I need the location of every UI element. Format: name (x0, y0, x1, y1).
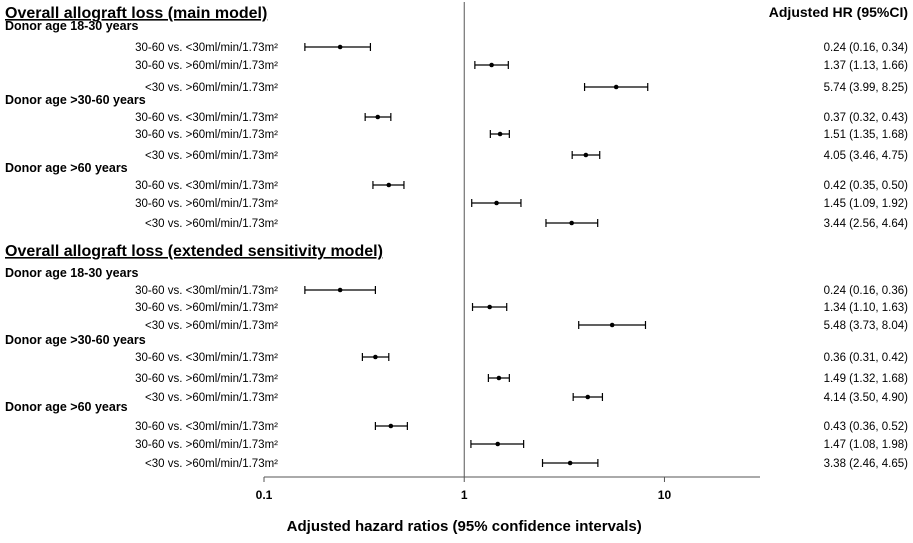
row-label: 30-60 vs. >60ml/min/1.73m² (135, 198, 278, 210)
hr-value-label: 4.05 (3.46, 4.75) (824, 150, 909, 162)
row-label: <30 vs. >60ml/min/1.73m² (145, 218, 278, 230)
row-label: 30-60 vs. <30ml/min/1.73m² (135, 421, 278, 433)
hr-point (388, 423, 394, 429)
row-label: <30 vs. >60ml/min/1.73m² (145, 458, 278, 470)
hr-value-label: 0.24 (0.16, 0.36) (824, 285, 909, 297)
row-label: 30-60 vs. >60ml/min/1.73m² (135, 302, 278, 314)
hr-value-label: 5.74 (3.99, 8.25) (824, 82, 909, 94)
hr-value-label: 1.47 (1.08, 1.98) (824, 439, 909, 451)
row-label: 30-60 vs. <30ml/min/1.73m² (135, 180, 278, 192)
row-label: <30 vs. >60ml/min/1.73m² (145, 150, 278, 162)
hr-point (489, 62, 494, 68)
hr-value-label: 0.37 (0.32, 0.43) (824, 112, 909, 124)
hr-point (373, 354, 378, 360)
hr-value-label: 3.44 (2.56, 4.64) (824, 218, 909, 230)
hr-value-label: 4.14 (3.50, 4.90) (824, 392, 909, 404)
section-title: Overall allograft loss (main model) (5, 5, 267, 22)
row-label: 30-60 vs. <30ml/min/1.73m² (135, 352, 278, 364)
hr-point (613, 84, 619, 90)
group-label: Donor age >60 years (5, 161, 128, 175)
hr-point (497, 131, 503, 137)
hr-value-label: 1.37 (1.13, 1.66) (824, 60, 909, 72)
row-label: 30-60 vs. >60ml/min/1.73m² (135, 373, 278, 385)
row-label: <30 vs. >60ml/min/1.73m² (145, 82, 278, 94)
hr-value-label: 5.48 (3.73, 8.04) (824, 320, 909, 332)
x-tick-label: 10 (658, 488, 672, 502)
group-label: Donor age >30-60 years (5, 333, 146, 347)
hr-point (583, 152, 589, 158)
row-label: <30 vs. >60ml/min/1.73m² (145, 392, 278, 404)
hr-value-label: 1.51 (1.35, 1.68) (824, 129, 909, 141)
section-title: Overall allograft loss (extended sensiti… (5, 243, 383, 260)
row-label: 30-60 vs. <30ml/min/1.73m² (135, 285, 278, 297)
row-label: 30-60 vs. <30ml/min/1.73m² (135, 42, 278, 54)
group-label: Donor age >30-60 years (5, 93, 146, 107)
hr-point (337, 287, 343, 293)
hr-point (567, 460, 573, 466)
hr-point (569, 220, 574, 226)
row-label: 30-60 vs. >60ml/min/1.73m² (135, 129, 278, 141)
row-label: 30-60 vs. <30ml/min/1.73m² (135, 112, 278, 124)
hr-column-header: Adjusted HR (95%CI) (769, 4, 908, 20)
hr-value-label: 1.49 (1.32, 1.68) (824, 373, 909, 385)
hr-point (386, 182, 392, 188)
hr-point (495, 441, 501, 447)
hr-value-label: 0.36 (0.31, 0.42) (824, 352, 909, 364)
group-label: Donor age >60 years (5, 400, 128, 414)
hr-value-label: 0.42 (0.35, 0.50) (824, 180, 909, 192)
hr-point (496, 375, 502, 381)
x-tick-label: 0.1 (256, 488, 273, 502)
x-tick-label: 1 (461, 488, 468, 502)
row-label: <30 vs. >60ml/min/1.73m² (145, 320, 278, 332)
row-label: 30-60 vs. >60ml/min/1.73m² (135, 439, 278, 451)
hr-point (337, 44, 343, 50)
hr-value-label: 1.45 (1.09, 1.92) (824, 198, 909, 210)
hr-value-label: 0.43 (0.36, 0.52) (824, 421, 909, 433)
hr-point (609, 322, 615, 328)
hr-value-label: 3.38 (2.46, 4.65) (824, 458, 909, 470)
hr-value-label: 1.34 (1.10, 1.63) (824, 302, 909, 314)
group-label: Donor age 18-30 years (5, 266, 138, 280)
hr-point (585, 394, 591, 400)
x-axis-title: Adjusted hazard ratios (95% confidence i… (287, 518, 642, 535)
group-label: Donor age 18-30 years (5, 19, 138, 33)
hr-point (494, 200, 499, 206)
hr-point (487, 304, 492, 310)
row-label: 30-60 vs. >60ml/min/1.73m² (135, 60, 278, 72)
hr-point (375, 114, 381, 120)
hr-value-label: 0.24 (0.16, 0.34) (824, 42, 909, 54)
